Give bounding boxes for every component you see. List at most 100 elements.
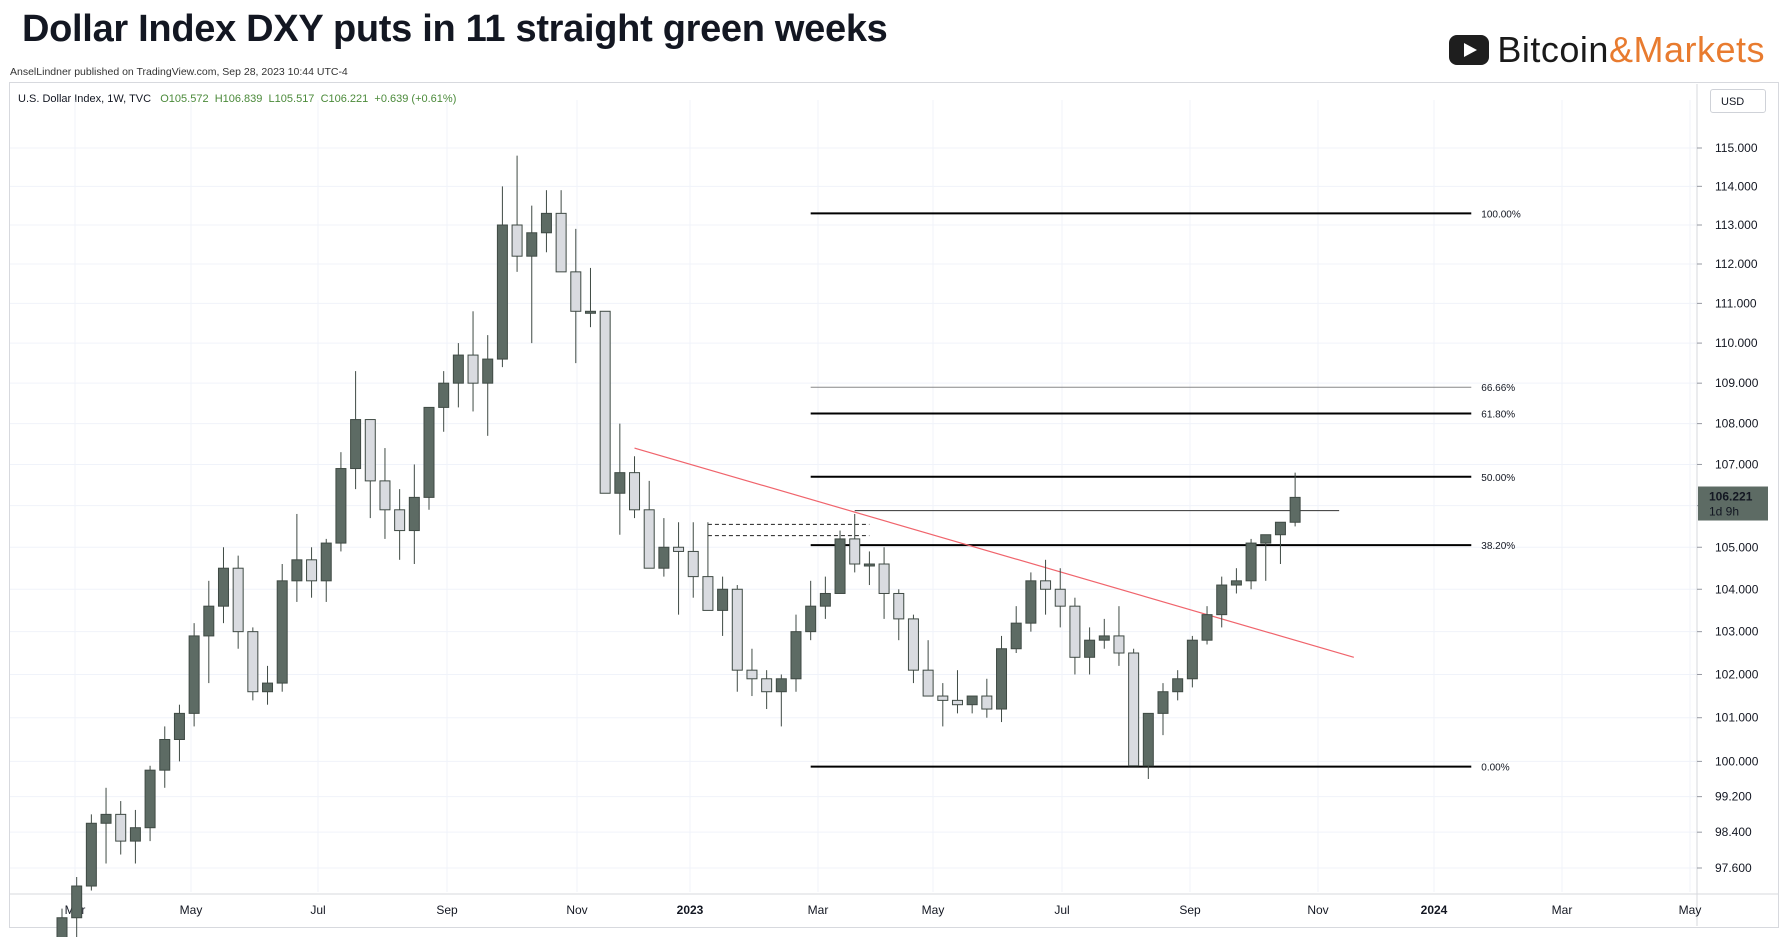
candle-body[interactable] — [731, 588, 743, 671]
candle-body[interactable] — [981, 695, 993, 710]
time-tick-label: May — [922, 903, 945, 917]
chart-panel[interactable] — [9, 82, 1779, 928]
candle-body[interactable] — [526, 232, 538, 257]
price-tick-label: 101.000 — [1715, 711, 1759, 725]
fib-level-label: 100.00% — [1481, 209, 1521, 220]
candle-body[interactable] — [85, 822, 97, 887]
candle-body[interactable] — [599, 310, 611, 494]
candle-body[interactable] — [996, 648, 1008, 710]
candle-body[interactable] — [203, 605, 215, 637]
price-tick-label: 107.000 — [1715, 457, 1759, 471]
candle-body[interactable] — [100, 813, 112, 824]
candle-body[interactable] — [379, 480, 391, 511]
candle-body[interactable] — [1216, 584, 1228, 616]
candle-body[interactable] — [746, 669, 758, 680]
candle-body[interactable] — [247, 631, 259, 693]
candle-body[interactable] — [834, 538, 846, 594]
candle-body[interactable] — [56, 917, 68, 937]
candle-body[interactable] — [482, 358, 494, 384]
candle-body[interactable] — [1098, 635, 1110, 641]
candle-body[interactable] — [291, 559, 303, 582]
candle-body[interactable] — [658, 546, 670, 569]
last-price-badge — [1698, 486, 1768, 521]
candle-body[interactable] — [1289, 496, 1301, 523]
candle-body[interactable] — [922, 669, 934, 697]
candle-body[interactable] — [1010, 622, 1022, 650]
candle-body[interactable] — [951, 699, 963, 706]
candle-body[interactable] — [335, 468, 347, 544]
candle-body[interactable] — [129, 827, 141, 842]
candle-body[interactable] — [717, 588, 729, 611]
candle-body[interactable] — [71, 885, 83, 919]
candle-body[interactable] — [687, 550, 699, 578]
candle-body[interactable] — [1157, 691, 1169, 714]
candle-body[interactable] — [364, 419, 376, 482]
candle-body[interactable] — [452, 354, 464, 384]
candle-body[interactable] — [159, 738, 171, 771]
candle-body[interactable] — [173, 712, 185, 740]
candle-body[interactable] — [423, 406, 435, 498]
candle-body[interactable] — [878, 563, 890, 594]
candle-body[interactable] — [1245, 542, 1257, 582]
candle-body[interactable] — [511, 224, 523, 257]
candle-body[interactable] — [805, 605, 817, 633]
candle-body[interactable] — [966, 695, 978, 706]
candle-body[interactable] — [115, 813, 127, 842]
candle-body[interactable] — [1142, 712, 1154, 767]
candle-body[interactable] — [1201, 614, 1213, 641]
candle-body[interactable] — [320, 542, 332, 582]
candle-body[interactable] — [144, 769, 156, 829]
trendline[interactable] — [634, 447, 1355, 658]
time-tick-label: Mar — [1552, 903, 1573, 917]
price-tick-label: 99.200 — [1715, 790, 1752, 804]
candle-body[interactable] — [761, 678, 773, 693]
candle-body[interactable] — [570, 271, 582, 312]
candle-body[interactable] — [350, 419, 362, 470]
candle-body[interactable] — [1128, 652, 1140, 767]
candle-body[interactable] — [849, 538, 861, 565]
candle-body[interactable] — [907, 618, 919, 671]
high-value: H106.839 — [214, 93, 263, 105]
candle-body[interactable] — [893, 592, 905, 620]
candle-body[interactable] — [1230, 580, 1242, 586]
candle-body[interactable] — [1274, 521, 1286, 536]
currency-selector[interactable]: USD — [1710, 89, 1766, 113]
candle-body[interactable] — [394, 509, 406, 532]
candle-body[interactable] — [555, 212, 567, 273]
candle-body[interactable] — [276, 580, 288, 684]
candle-body[interactable] — [217, 567, 229, 607]
candle-body[interactable] — [937, 695, 949, 701]
candle-body[interactable] — [408, 496, 420, 532]
candle-body[interactable] — [496, 224, 508, 360]
low-value: L105.517 — [268, 93, 315, 105]
candle-body[interactable] — [540, 212, 552, 234]
candle-body[interactable] — [614, 472, 626, 494]
candle-body[interactable] — [467, 354, 479, 384]
candle-body[interactable] — [643, 509, 655, 569]
candle-body[interactable] — [232, 567, 244, 633]
candle-body[interactable] — [1084, 639, 1096, 658]
candle-body[interactable] — [262, 682, 274, 693]
bar-countdown-label: 1d 9h — [1709, 505, 1739, 519]
candle-body[interactable] — [790, 631, 802, 680]
candle-body[interactable] — [438, 382, 450, 408]
candle-body[interactable] — [306, 559, 318, 582]
candle-body[interactable] — [188, 635, 200, 714]
candle-body[interactable] — [673, 546, 685, 552]
time-tick-label: May — [180, 903, 203, 917]
candle-body[interactable] — [1113, 635, 1125, 654]
candle-body[interactable] — [819, 592, 831, 607]
candle-body[interactable] — [629, 472, 641, 511]
candle-body[interactable] — [1172, 678, 1184, 693]
candle-body[interactable] — [1054, 588, 1066, 607]
candle-body[interactable] — [584, 310, 596, 314]
candle-body[interactable] — [1069, 605, 1081, 658]
candle-body[interactable] — [1025, 580, 1037, 624]
candle-body[interactable] — [702, 576, 714, 611]
candle-body[interactable] — [863, 563, 875, 567]
candle-body[interactable] — [1186, 639, 1198, 680]
candle-body[interactable] — [1040, 580, 1052, 590]
candle-body[interactable] — [775, 678, 787, 693]
candle-body[interactable] — [1260, 534, 1272, 544]
